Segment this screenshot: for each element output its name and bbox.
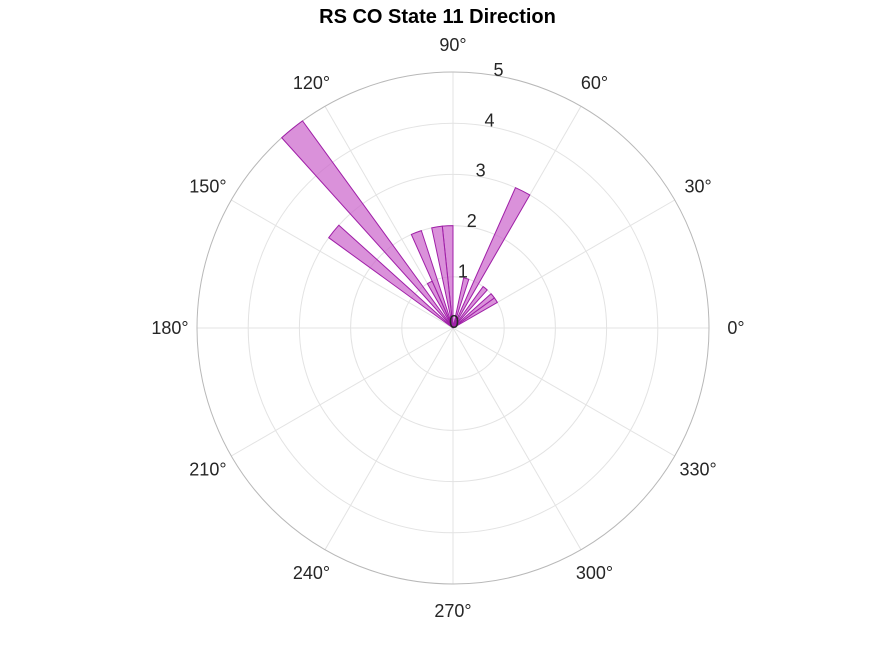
theta-tick-label: 180° — [151, 318, 188, 338]
histogram-bar — [452, 285, 488, 329]
chart-title: RS CO State 11 Direction — [319, 6, 556, 28]
theta-tick-label: 30° — [684, 177, 711, 197]
theta-tick-label: 150° — [189, 177, 226, 197]
histogram-bar — [431, 225, 454, 329]
theta-tick-label: 120° — [293, 73, 330, 93]
theta-tick-label: 300° — [576, 563, 613, 583]
histogram-bar — [328, 224, 454, 329]
histogram-bar — [452, 277, 470, 329]
r-tick-label: 3 — [476, 161, 486, 181]
r-tick-label: 2 — [467, 211, 477, 231]
theta-gridline — [452, 327, 675, 457]
theta-tick-label: 90° — [439, 35, 466, 55]
r-gridline — [298, 173, 608, 483]
r-tick-label: 0 — [449, 312, 459, 332]
r-gridline — [247, 122, 659, 534]
r-tick-label: 5 — [493, 60, 503, 80]
histogram-bar — [452, 293, 496, 329]
theta-tick-label: 240° — [293, 563, 330, 583]
histogram-bar — [280, 120, 454, 329]
theta-gridline — [324, 327, 454, 550]
theta-gridline — [231, 327, 454, 457]
theta-gridline — [452, 327, 582, 550]
r-tick-label: 1 — [458, 262, 468, 282]
histogram-bar — [452, 187, 531, 329]
polar-outer-ring — [196, 71, 710, 585]
theta-tick-label: 270° — [434, 601, 471, 621]
r-tick-label: 4 — [485, 110, 495, 130]
theta-tick-label: 60° — [581, 73, 608, 93]
theta-gridline — [231, 199, 454, 329]
histogram-bar — [426, 280, 454, 329]
theta-tick-label: 210° — [189, 460, 226, 480]
theta-tick-label: 330° — [679, 460, 716, 480]
theta-tick-label: 0° — [727, 318, 744, 338]
